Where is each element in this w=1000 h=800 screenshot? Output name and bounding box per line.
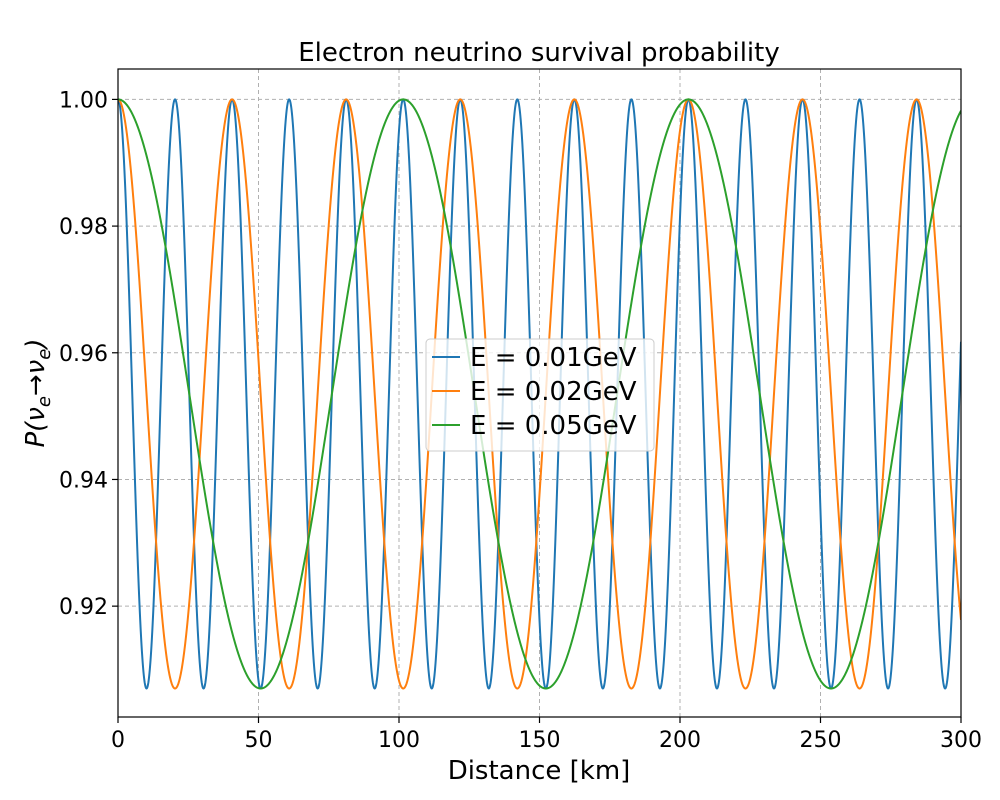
series-line-3 bbox=[118, 98, 961, 690]
y-tick-label: 0.96 bbox=[59, 342, 108, 367]
x-tick-label: 0 bbox=[111, 728, 125, 753]
legend: E = 0.01GeV E = 0.02GeV E = 0.05GeV bbox=[425, 338, 655, 452]
y-tick-label: 0.92 bbox=[59, 595, 108, 620]
y-label-nu: ν bbox=[21, 407, 51, 422]
series-line-2 bbox=[118, 98, 961, 690]
y-label-sub-2: e bbox=[34, 349, 55, 360]
y-tick-label: 0.98 bbox=[59, 215, 108, 240]
y-label-arrow: → bbox=[21, 374, 51, 396]
legend-label-2: E = 0.02GeV bbox=[470, 377, 637, 407]
x-tick-label: 250 bbox=[800, 728, 842, 753]
y-label-prefix: P( bbox=[21, 420, 51, 448]
y-label-nu-2: ν bbox=[21, 360, 51, 375]
y-axis-label: P(νe→νe) bbox=[21, 339, 55, 448]
legend-entries: E = 0.01GeV E = 0.02GeV E = 0.05GeV bbox=[432, 343, 637, 441]
series-line-1 bbox=[118, 98, 961, 690]
x-tick-label: 150 bbox=[519, 728, 561, 753]
y-tick-label: 1.00 bbox=[59, 88, 108, 113]
y-label-sub: e bbox=[34, 396, 55, 407]
legend-label-3: E = 0.05GeV bbox=[470, 411, 637, 441]
y-tick-label: 0.94 bbox=[59, 468, 108, 493]
legend-frame bbox=[425, 338, 655, 452]
axis-ticks: 0 50 100 150 200 250 300 0.92 0.94 0.96 0.98 1.00 bbox=[59, 88, 982, 753]
x-tick-label: 200 bbox=[659, 728, 701, 753]
x-tick-label: 100 bbox=[378, 728, 420, 753]
chart-title: Electron neutrino survival probability bbox=[298, 38, 779, 68]
x-tick-label: 300 bbox=[940, 728, 982, 753]
y-label-close: ) bbox=[21, 339, 51, 351]
x-tick-label: 50 bbox=[245, 728, 273, 753]
legend-label-1: E = 0.01GeV bbox=[470, 343, 637, 373]
series-layer bbox=[118, 98, 961, 690]
x-axis-label: Distance [km] bbox=[448, 756, 631, 786]
